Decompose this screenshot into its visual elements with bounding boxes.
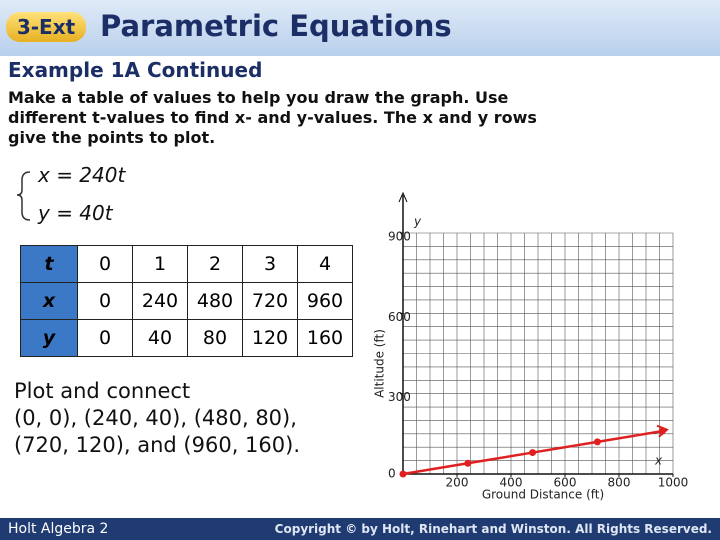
row-header: t <box>20 245 78 283</box>
table-row: y 0 40 80 120 160 <box>20 319 353 357</box>
x-tick-label: 200 <box>446 476 469 490</box>
table-cell: 240 <box>132 282 188 320</box>
table-cell: 0 <box>77 319 133 357</box>
text-line: different t-values to find x- and y-valu… <box>8 108 537 127</box>
instructions: Make a table of values to help you draw … <box>8 88 618 148</box>
table-cell: 2 <box>187 245 243 283</box>
y-tick-label: 300 <box>388 390 411 404</box>
row-header: y <box>20 319 78 357</box>
brace <box>16 171 31 221</box>
table-cell: 960 <box>297 282 353 320</box>
text-line: Make a table of values to help you draw … <box>8 88 509 107</box>
equation: x = 240t <box>38 163 126 187</box>
x-tick-label: 1000 <box>658 476 689 490</box>
table-cell: 160 <box>297 319 353 357</box>
point <box>593 438 601 446</box>
table-cell: 80 <box>187 319 243 357</box>
table-cell: 0 <box>77 282 133 320</box>
table-cell: 1 <box>132 245 188 283</box>
table-cell: 40 <box>132 319 188 357</box>
plot-text: Plot and connect (0, 0), (240, 40), (480… <box>14 378 300 459</box>
y-tick-label: 0 <box>388 467 396 481</box>
point <box>464 459 472 467</box>
badge: 3-Ext <box>6 12 86 42</box>
point <box>658 427 666 435</box>
arrow <box>398 191 408 203</box>
text-line: (0, 0), (240, 40), (480, 80), <box>14 406 297 430</box>
x-tick-label: 800 <box>608 476 631 490</box>
row-header: x <box>20 282 78 320</box>
x-tick-label: 600 <box>554 476 577 490</box>
subtitle: Example 1A Continued <box>8 58 263 82</box>
table-cell: 4 <box>297 245 353 283</box>
header-band <box>0 0 720 56</box>
value-table: t 0 1 2 3 4 x 0 240 480 720 960 y 0 40 80 120 160 <box>20 245 353 357</box>
title: Parametric Equations <box>100 9 452 43</box>
footer-band <box>0 518 720 540</box>
table-cell: 0 <box>77 245 133 283</box>
y-axis-label: Altitude (ft) <box>373 329 387 398</box>
text-line: (720, 120), and (960, 160). <box>14 433 301 457</box>
table-cell: 480 <box>187 282 243 320</box>
table-row: x 0 240 480 720 960 <box>20 282 353 320</box>
equation: y = 40t <box>38 201 113 225</box>
x-axis-label: Ground Distance (ft) <box>482 488 604 502</box>
x-axis-name: x <box>654 454 663 468</box>
text-line: Plot and connect <box>14 379 191 403</box>
y-tick-label: 600 <box>388 310 411 324</box>
y-axis-name: y <box>413 215 422 229</box>
table-cell: 720 <box>242 282 298 320</box>
x-tick-label: 400 <box>500 476 523 490</box>
text-line: give the points to plot. <box>8 128 216 147</box>
footer-left: Holt Algebra 2 <box>8 521 109 537</box>
table-cell: 120 <box>242 319 298 357</box>
footer-right: Copyright © by Holt, Rinehart and Winsto… <box>274 522 712 536</box>
y-tick-label: 900 <box>388 230 411 244</box>
point <box>529 449 537 457</box>
point <box>399 470 407 478</box>
